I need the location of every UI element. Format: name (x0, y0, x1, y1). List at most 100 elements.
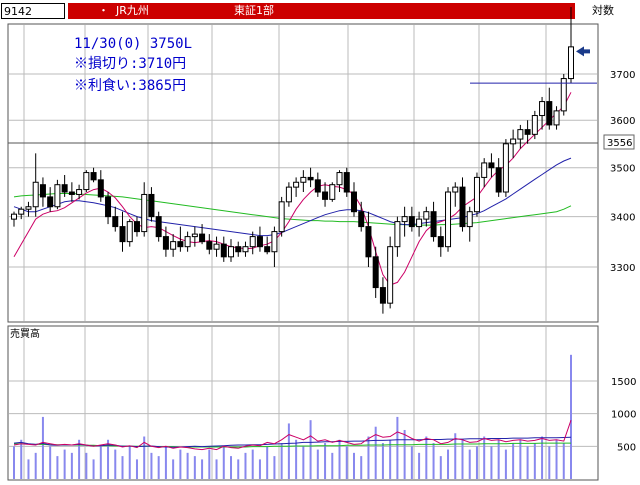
volume-bar (475, 446, 478, 479)
volume-tick-label: 1500 (611, 377, 636, 388)
candle-body (336, 172, 343, 186)
volume-bar (331, 452, 334, 479)
volume-bar (34, 452, 37, 479)
candle (47, 187, 54, 212)
candle-body (61, 184, 68, 193)
candle-body (199, 233, 206, 243)
volume-bar (201, 459, 204, 479)
candle-body (249, 236, 256, 248)
candle-body (350, 191, 357, 213)
volume-bar (295, 439, 298, 479)
candle-body (307, 176, 314, 181)
candle (459, 177, 466, 232)
market-label: 東証1部 (234, 4, 274, 17)
candle (568, 6, 574, 84)
candle (199, 224, 206, 245)
candle-body (416, 218, 423, 228)
scale-mode-label[interactable]: 対数 (592, 4, 614, 17)
candle (32, 153, 39, 217)
volume-bar (468, 449, 471, 479)
candle-body (343, 172, 350, 193)
volume-bar (20, 439, 23, 479)
candle-body (430, 211, 437, 238)
volume-ma-short (13, 420, 572, 451)
volume-bar (410, 446, 413, 479)
candle (105, 192, 112, 225)
candle-body (256, 236, 263, 248)
volume-bar (418, 452, 421, 479)
volume-bars-group (13, 354, 572, 479)
candle-body (546, 101, 553, 126)
volume-bar (512, 443, 515, 479)
volume-bar (519, 439, 522, 479)
volume-bar (548, 446, 551, 479)
volume-tick-label: 500 (617, 442, 636, 453)
candle-body (105, 196, 112, 218)
volume-bar (121, 456, 124, 479)
candle-body (11, 213, 17, 220)
candle (256, 226, 263, 252)
volume-bar (425, 436, 428, 479)
volume-bar (135, 459, 138, 479)
candle-body (213, 243, 220, 250)
volume-bar (562, 443, 565, 479)
candle-body (437, 236, 444, 248)
candle-body (32, 181, 39, 208)
candle-body (18, 208, 25, 215)
candle-body (329, 184, 336, 200)
annotation-stop-loss: ※損切り:3710円 (74, 56, 186, 72)
volume-lines-group (13, 420, 572, 451)
stock-code-field[interactable]: 9142 (1, 3, 65, 19)
annotation-entry: 11/30(0) 3750L (74, 36, 192, 52)
candle (379, 277, 386, 314)
volume-bar (99, 446, 102, 479)
volume-bar (251, 449, 254, 479)
candle-body (47, 196, 54, 208)
candle-body (126, 221, 133, 243)
volume-bar (555, 439, 558, 479)
volume-bar (287, 423, 290, 479)
candle (249, 231, 256, 255)
candle (452, 182, 459, 207)
candle-body (372, 256, 379, 289)
volume-bar (157, 456, 160, 479)
volume-bar (92, 459, 95, 479)
candle-body (459, 186, 466, 228)
candle-body (25, 206, 32, 210)
volume-bar (230, 456, 233, 479)
volume-bar (533, 443, 536, 479)
volume-tick-label: 1000 (611, 410, 636, 421)
candle (314, 172, 321, 197)
candle (495, 158, 502, 197)
price-tick-label: 3600 (610, 116, 635, 127)
candle (423, 206, 430, 227)
candle-body (54, 184, 61, 208)
volume-bar (483, 436, 486, 479)
candle (191, 226, 198, 247)
candle-body (39, 184, 46, 198)
stock-name: JR九州 (116, 4, 149, 17)
candle-body (495, 167, 502, 193)
volume-bar (143, 436, 146, 479)
candle (39, 177, 46, 207)
candle-body (191, 233, 198, 238)
candle (235, 241, 242, 257)
volume-bar (381, 443, 384, 479)
candle-body (76, 189, 83, 195)
volume-bar (360, 456, 363, 479)
candle (228, 239, 235, 262)
candle-body (401, 216, 408, 223)
volume-bar (49, 446, 52, 479)
bullet-glyph: ・ (98, 4, 109, 17)
candle (112, 206, 119, 232)
candles-group (11, 6, 574, 314)
candle (416, 211, 423, 237)
candle-body (133, 221, 140, 233)
volume-bar (461, 439, 464, 479)
candle-body (365, 226, 372, 258)
volume-bar (128, 446, 131, 479)
candle-body (314, 179, 321, 193)
volume-bar (396, 416, 399, 479)
candle-body (560, 78, 567, 112)
candle-body (141, 193, 148, 233)
